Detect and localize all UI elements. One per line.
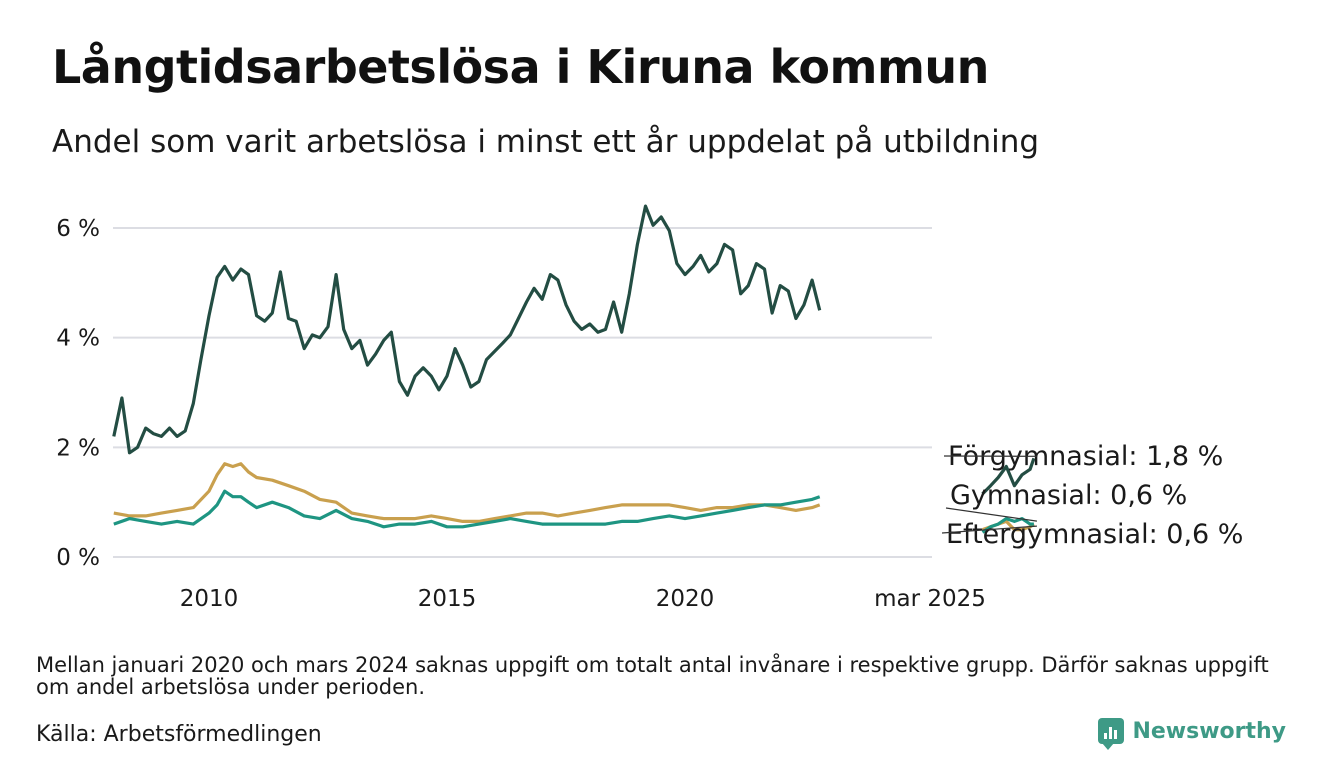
series-line-recent (981, 517, 1034, 534)
footnote: Mellan januari 2020 och mars 2024 saknas… (36, 653, 1269, 699)
x-tick-label: mar 2025 (874, 586, 986, 612)
brand-name: Newsworthy (1132, 718, 1286, 744)
y-tick-label: 0 % (56, 545, 100, 571)
gridlines (113, 227, 932, 558)
series-line (113, 462, 821, 523)
x-tick-label: 2020 (656, 586, 715, 612)
legend: Förgymnasial: 1,8 %Gymnasial: 0,6 %Efter… (941, 441, 1243, 550)
series-line (112, 204, 822, 455)
series-line (113, 489, 821, 529)
leader-line (945, 507, 1037, 522)
y-tick-label: 4 % (56, 326, 100, 352)
series-line-recent (981, 457, 1036, 496)
series-lines (112, 204, 1036, 534)
chart-subtitle: Andel som varit arbetslösa i minst ett å… (52, 124, 1040, 160)
x-axis-ticks: 2010 2015 2020 mar 2025 (180, 586, 986, 612)
y-tick-label: 6 % (56, 216, 100, 242)
leader-line (941, 525, 1037, 534)
line-chart: 0 % 2 % 4 % 6 % 2010 2015 2020 mar 2025 Förgym… (56, 204, 1243, 612)
x-tick-label: 2015 (418, 586, 477, 612)
y-axis-ticks: 0 % 2 % 4 % 6 % (56, 216, 100, 571)
legend-label: Gymnasial: 0,6 % (950, 480, 1187, 511)
legend-label: Eftergymnasial: 0,6 % (946, 519, 1243, 550)
newsworthy-logo-icon (1098, 718, 1125, 750)
source-label: Källa: Arbetsförmedlingen (36, 722, 322, 747)
y-tick-label: 2 % (56, 435, 100, 461)
x-tick-label: 2010 (180, 586, 239, 612)
newsworthy-logo[interactable]: Newsworthy (1098, 718, 1286, 750)
chart-title: Långtidsarbetslösa i Kiruna kommun (52, 40, 989, 94)
